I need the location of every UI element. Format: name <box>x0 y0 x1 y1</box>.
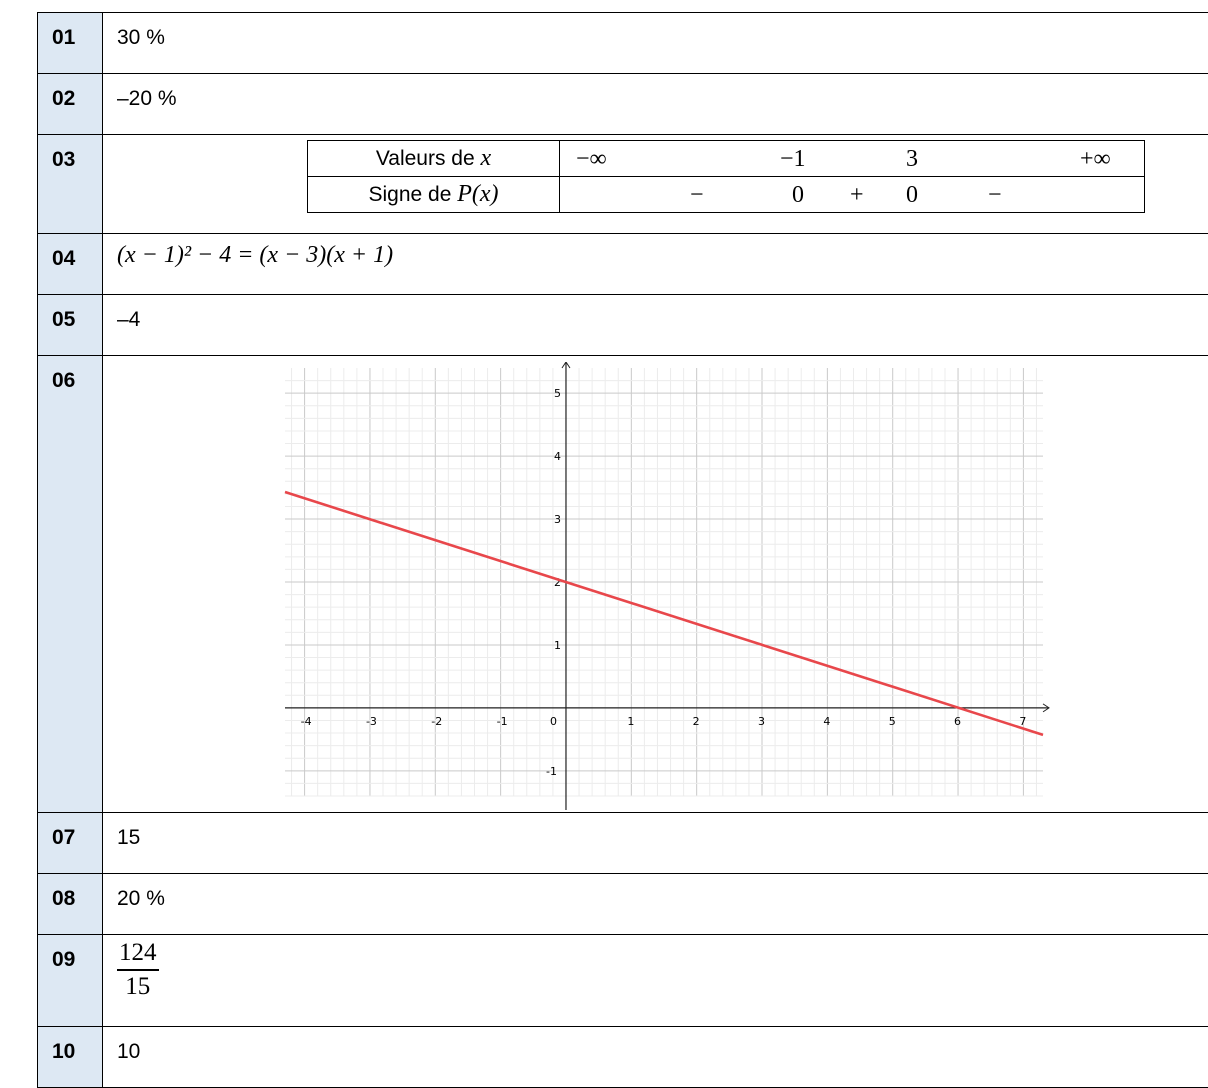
row-09: 09 124 15 <box>37 934 1208 1026</box>
sign-value: − <box>988 182 1002 208</box>
row-number: 04 <box>37 234 103 294</box>
row-answer: 30 % <box>117 26 165 49</box>
signs-row: − 0 + 0 − <box>559 176 1145 213</box>
x-tick-label: 7 <box>1019 715 1026 728</box>
row-06: 06 -4 -3 -2 -1 0 1 2 3 4 5 6 7 -1 1 2 3 4 5 <box>37 355 1208 812</box>
row-number: 09 <box>37 935 103 1026</box>
row-number: 05 <box>37 295 103 355</box>
y-tick-label: -1 <box>546 765 557 778</box>
x-values-row: −∞ −1 3 +∞ <box>559 140 1145 177</box>
sign-value: + <box>850 182 864 208</box>
row-03: 03 Valeurs de x −∞ −1 3 +∞ Signe d <box>37 134 1208 233</box>
x-tick-label: 6 <box>954 715 961 728</box>
row-answer: -4 -3 -2 -1 0 1 2 3 4 5 6 7 -1 1 2 3 4 5 <box>103 356 1208 812</box>
row-07: 07 15 <box>37 812 1208 873</box>
line-chart: -4 -3 -2 -1 0 1 2 3 4 5 6 7 -1 1 2 3 4 5 <box>284 362 1050 810</box>
row-answer: Valeurs de x −∞ −1 3 +∞ Signe de P(x) − <box>103 135 1208 233</box>
sign-value: − <box>690 182 704 208</box>
x-value: +∞ <box>1080 146 1111 172</box>
row-answer: –20 % <box>117 87 177 110</box>
y-tick-label: 4 <box>554 450 561 463</box>
row-number: 07 <box>37 813 103 873</box>
row-number: 10 <box>37 1027 103 1087</box>
x-tick-label: -1 <box>497 715 508 728</box>
row-answer: 15 <box>117 826 141 849</box>
row-answer: 20 % <box>117 887 165 910</box>
row-number: 02 <box>37 74 103 134</box>
x-value: −∞ <box>576 146 607 172</box>
x-tick-label: -3 <box>366 715 377 728</box>
sign-table-sign-header: Signe de P(x) <box>307 176 560 213</box>
row-10: 10 10 <box>37 1026 1208 1088</box>
x-tick-label: 1 <box>627 715 634 728</box>
x-tick-label: 5 <box>889 715 896 728</box>
row-01: 01 30 % <box>37 12 1208 73</box>
y-tick-label: 2 <box>554 576 561 589</box>
row-02: 02 –20 % <box>37 73 1208 134</box>
sign-value: 0 <box>792 182 804 208</box>
x-tick-label: -4 <box>301 715 312 728</box>
x-tick-label: 2 <box>693 715 700 728</box>
series-line <box>284 490 1044 737</box>
sign-table: Valeurs de x −∞ −1 3 +∞ Signe de P(x) − <box>307 140 1145 213</box>
equation: (x − 1)² − 4 = (x − 3)(x + 1) <box>117 242 394 268</box>
row-answer: 10 <box>117 1040 141 1063</box>
row-number: 08 <box>37 874 103 934</box>
y-tick-label: 1 <box>554 639 561 652</box>
answer-sheet: 01 30 % 02 –20 % 03 Valeurs de x −∞ −1 3… <box>37 12 1208 1088</box>
y-tick-label: 3 <box>554 513 561 526</box>
x-tick-label: 3 <box>758 715 765 728</box>
row-number: 06 <box>37 356 103 812</box>
row-answer: –4 <box>117 308 141 331</box>
x-tick-label: -2 <box>431 715 442 728</box>
row-number: 03 <box>37 135 103 233</box>
row-08: 08 20 % <box>37 873 1208 934</box>
denominator: 15 <box>125 973 151 1000</box>
x-tick-label: 4 <box>823 715 830 728</box>
x-value: −1 <box>780 146 806 172</box>
y-tick-label: 5 <box>554 387 561 400</box>
row-number: 01 <box>37 13 103 73</box>
row-04: 04 (x − 1)² − 4 = (x − 3)(x + 1) <box>37 233 1208 294</box>
y-axis-arrow <box>561 362 571 369</box>
x-tick-label: 0 <box>550 715 557 728</box>
x-axis-arrow <box>1042 703 1050 713</box>
x-value: 3 <box>906 146 918 172</box>
row-05: 05 –4 <box>37 294 1208 355</box>
fraction: 124 15 <box>117 939 159 1001</box>
sign-value: 0 <box>906 182 918 208</box>
numerator: 124 <box>117 939 159 971</box>
sign-table-x-header: Valeurs de x <box>307 140 560 177</box>
